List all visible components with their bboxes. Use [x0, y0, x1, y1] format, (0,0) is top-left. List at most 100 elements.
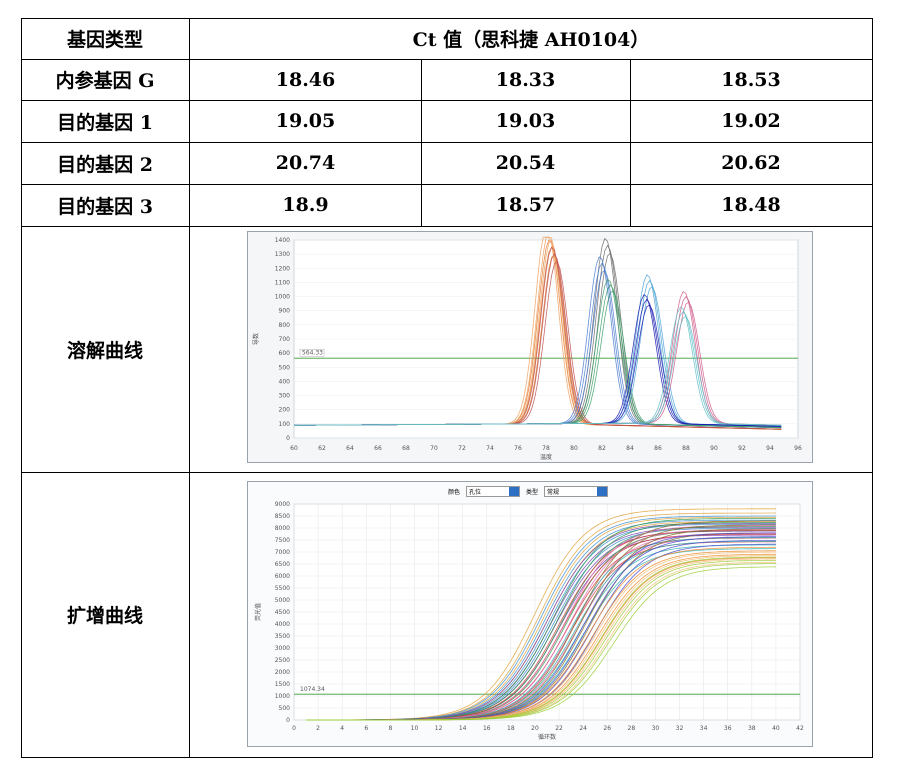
table-cell: 19.05: [275, 110, 336, 132]
x-tick-label: 94: [766, 445, 774, 452]
y-tick-label: 2500: [275, 657, 290, 664]
y-tick-label: 6500: [275, 561, 290, 568]
table-cell: 18.9: [282, 194, 329, 216]
y-tick-label: 600: [279, 350, 291, 357]
table-cell: 20.62: [721, 152, 781, 174]
y-tick-label: 4500: [275, 609, 290, 616]
row-label-target-gene-3: 目的基因 3: [57, 195, 153, 218]
y-tick-label: 8500: [275, 513, 290, 520]
chevron-down-icon: [509, 487, 520, 496]
x-axis-label: 循环数: [538, 733, 556, 741]
x-tick-label: 14: [459, 725, 467, 732]
x-tick-label: 30: [652, 725, 660, 732]
y-tick-label: 0: [286, 717, 290, 724]
row-label-target-gene-1: 目的基因 1: [57, 111, 153, 134]
y-tick-label: 1000: [275, 294, 290, 301]
y-tick-label: 1200: [275, 265, 290, 272]
x-tick-label: 82: [598, 445, 606, 452]
x-tick-label: 12: [435, 725, 443, 732]
y-tick-label: 6000: [275, 573, 290, 580]
y-axis-label: 荧光值: [254, 603, 262, 621]
x-tick-label: 36: [724, 725, 732, 732]
x-tick-label: 72: [458, 445, 466, 452]
y-tick-label: 800: [279, 322, 291, 329]
x-tick-label: 90: [710, 445, 718, 452]
x-tick-label: 22: [555, 725, 563, 732]
table-cell: 18.53: [721, 68, 781, 91]
y-tick-label: 1100: [275, 279, 290, 286]
x-tick-label: 42: [796, 725, 804, 732]
x-tick-label: 26: [603, 725, 611, 732]
x-tick-label: 60: [290, 445, 298, 452]
x-tick-label: 28: [628, 725, 636, 732]
chevron-down-icon: [597, 487, 608, 496]
x-tick-label: 70: [430, 445, 438, 452]
amplification-curve-plot: 0 500 1000 1500 2000 2500 3000 3500 4000 4500 5000…: [254, 501, 804, 741]
type-label: 类型: [526, 489, 539, 496]
x-tick-label: 16: [483, 725, 491, 732]
x-tick-label: 34: [700, 725, 708, 732]
y-tick-label: 700: [279, 336, 291, 343]
x-tick-label: 74: [486, 445, 494, 452]
threshold-label-box: [299, 348, 325, 357]
x-tick-label: 76: [514, 445, 522, 452]
y-tick-label: 4000: [275, 621, 290, 628]
y-tick-label: 1500: [275, 681, 290, 688]
x-tick-label: 84: [626, 445, 634, 452]
x-tick-label: 10: [411, 725, 419, 732]
y-axis-label: 导数: [252, 333, 260, 345]
color-select-value: 孔位: [469, 489, 482, 496]
y-tick-label: 100: [279, 421, 291, 428]
y-tick-label: 9000: [275, 501, 290, 508]
row-label-amplification-curve: 扩增曲线: [66, 605, 143, 627]
table-cell: 18.33: [495, 68, 556, 91]
x-tick-label: 86: [654, 445, 662, 452]
x-tick-label: 62: [318, 445, 326, 452]
row-label-target-gene-2: 目的基因 2: [57, 153, 153, 176]
melt-curve-line: [294, 315, 782, 426]
y-tick-label: 1300: [275, 251, 290, 258]
y-tick-label: 7000: [275, 549, 290, 556]
x-axis-label: 温度: [540, 453, 552, 461]
y-tick-label: 3500: [275, 633, 290, 640]
y-tick-label: 5500: [275, 585, 290, 592]
x-tick-label: 96: [794, 445, 802, 452]
x-tick-label: 40: [772, 725, 780, 732]
x-tick-label: 92: [738, 445, 746, 452]
amplification-curve-line: [306, 566, 776, 721]
melt-curve-plot: 0 100 200 300 400 500 600 700 800 900 1000 1100 1200…: [252, 236, 802, 461]
x-tick-label: 80: [570, 445, 578, 452]
melt-curve-chart: 0 100 200 300 400 500 600 700 800 900 1000 1100 1200…: [247, 231, 813, 463]
type-select-value: 常规: [547, 489, 560, 496]
x-tick-label: 8: [388, 725, 392, 732]
x-tick-label: 18: [507, 725, 515, 732]
y-tick-label: 200: [279, 407, 291, 414]
y-tick-label: 300: [279, 393, 291, 400]
x-tick-label: 0: [292, 725, 296, 732]
header-gene-type: 基因类型: [66, 29, 143, 51]
row-label-melt-curve: 溶解曲线: [66, 339, 143, 362]
table-cell: 18.46: [275, 68, 336, 91]
y-tick-label: 500: [279, 364, 291, 371]
x-tick-label: 20: [531, 725, 539, 732]
x-tick-label: 66: [374, 445, 382, 452]
y-tick-label: 1400: [275, 237, 290, 244]
y-tick-label: 1000: [275, 693, 290, 700]
x-tick-label: 38: [748, 725, 756, 732]
x-tick-label: 24: [579, 725, 587, 732]
table-cell: 20.54: [495, 152, 556, 174]
threshold-label: 564.33: [302, 350, 323, 357]
table-cell: 18.48: [721, 194, 781, 216]
table-cell: 19.03: [495, 110, 556, 132]
y-tick-label: 5000: [275, 597, 290, 604]
x-tick-label: 78: [542, 445, 550, 452]
x-tick-label: 4: [340, 725, 344, 732]
type-select[interactable]: 常规: [544, 486, 609, 497]
header-ct-value: Ct 值（思科捷 AH0104）: [412, 29, 650, 51]
color-label: 颜色: [448, 489, 461, 496]
y-tick-label: 0: [286, 435, 290, 442]
chart-controls: 颜色 孔位 类型 常规: [448, 486, 609, 497]
color-select[interactable]: 孔位: [466, 486, 521, 497]
y-tick-label: 3000: [275, 645, 290, 652]
amplification-curve-chart: 颜色 孔位 类型 常规 0 500 1000 1500 2000 2500 3000 3500…: [247, 481, 813, 747]
